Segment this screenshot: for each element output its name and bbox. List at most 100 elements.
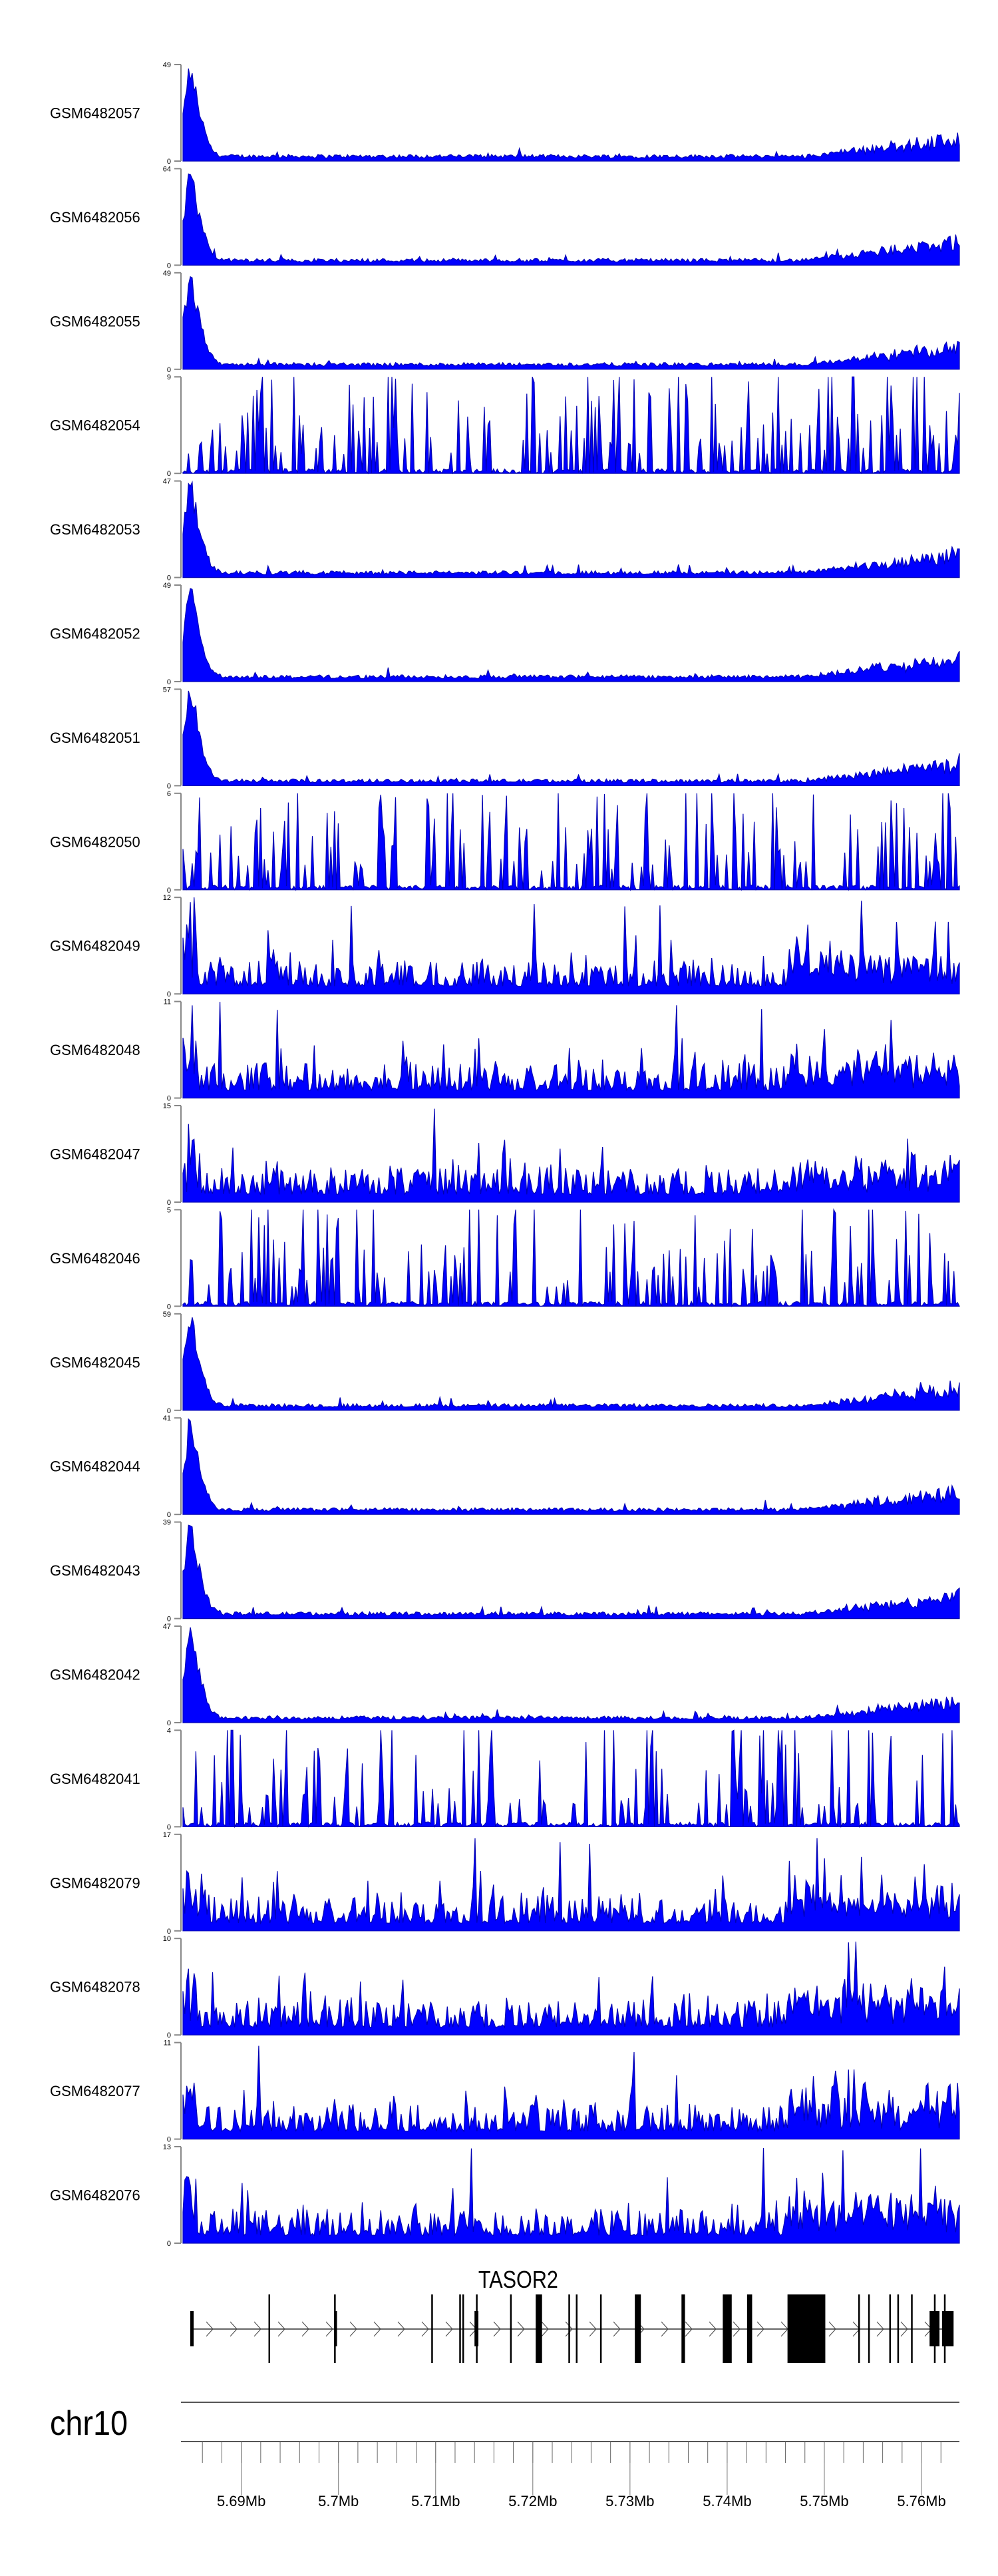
strand-arrow-icon (421, 2321, 429, 2337)
y-tick-label-max: 15 (163, 1102, 171, 1110)
exon (941, 2311, 954, 2346)
exon (462, 2294, 464, 2363)
y-tick-label-max: 49 (163, 270, 171, 278)
exon (268, 2294, 271, 2363)
strand-arrow-icon (661, 2321, 669, 2337)
track-label: GSM6482044 (50, 1458, 140, 1475)
y-tick-label-max: 6 (167, 790, 171, 798)
x-tick-label: 5.73Mb (605, 2493, 654, 2509)
strand-arrow-icon (756, 2321, 764, 2337)
track-label: GSM6482078 (50, 1979, 140, 1996)
coverage-area-GSM6482041 (182, 1729, 960, 1828)
y-tick-label-zero: 0 (167, 470, 171, 478)
exon (897, 2294, 900, 2363)
exon (431, 2294, 433, 2363)
y-tick-label-max: 47 (163, 478, 171, 486)
y-tick-label-max: 49 (163, 582, 171, 590)
x-tick-label: 5.71Mb (411, 2493, 460, 2509)
track-label: GSM6482056 (50, 209, 140, 226)
strand-arrow-icon (733, 2321, 741, 2337)
y-tick-label-max: 59 (163, 1311, 171, 1319)
exon (868, 2294, 870, 2363)
coverage-area-GSM6482053 (182, 481, 960, 578)
strand-arrow-icon (301, 2321, 309, 2337)
coverage-area-GSM6482051 (182, 690, 960, 786)
y-tick-label-max: 64 (163, 165, 171, 173)
track-label: GSM6482048 (50, 1042, 140, 1058)
gene-name-label: TASOR2 (478, 2267, 558, 2294)
coverage-area-GSM6482047 (182, 1108, 960, 1203)
coverage-area-GSM6482044 (182, 1418, 960, 1515)
exon (747, 2294, 752, 2363)
strand-arrow-icon (445, 2321, 453, 2337)
y-tick-label-max: 4 (167, 1727, 171, 1735)
track-label: GSM6482054 (50, 417, 140, 434)
strand-arrow-icon (876, 2321, 884, 2337)
strand-arrow-icon (709, 2321, 717, 2337)
y-tick-label-max: 9 (167, 373, 171, 381)
coverage-area-GSM6482077 (182, 2045, 960, 2140)
y-tick-label-max: 41 (163, 1414, 171, 1422)
y-tick-label-zero: 0 (167, 2240, 171, 2248)
coverage-area-GSM6482046 (182, 1208, 960, 1308)
y-tick-label-zero: 0 (167, 2136, 171, 2144)
y-tick-label-zero: 0 (167, 1615, 171, 1623)
exon (858, 2294, 860, 2363)
strand-arrow-icon (277, 2321, 285, 2337)
track-label: GSM6482042 (50, 1667, 140, 1683)
strand-arrow-icon (589, 2321, 597, 2337)
strand-arrow-icon (325, 2321, 333, 2337)
y-tick-label-max: 11 (164, 2039, 171, 2047)
y-tick-label-zero: 0 (167, 158, 171, 166)
x-tick-label: 5.7Mb (318, 2493, 359, 2509)
strand-arrow-icon (828, 2321, 836, 2337)
y-tick-label-zero: 0 (167, 990, 171, 998)
chromosome-label: chr10 (50, 2404, 128, 2443)
track-label: GSM6482077 (50, 2083, 140, 2099)
y-tick-label-zero: 0 (167, 1823, 171, 1831)
y-tick-label-max: 10 (163, 1935, 171, 1943)
y-tick-label-max: 47 (163, 1623, 171, 1631)
y-tick-label-zero: 0 (167, 1303, 171, 1311)
strand-arrow-icon (517, 2321, 525, 2337)
coverage-area-GSM6482049 (182, 897, 960, 994)
x-tick-label: 5.75Mb (800, 2493, 848, 2509)
coverage-area-GSM6482057 (182, 68, 960, 162)
exon (599, 2294, 602, 2363)
coverage-area-GSM6482076 (182, 2147, 960, 2244)
y-tick-label-zero: 0 (167, 678, 171, 686)
strand-arrow-icon (565, 2321, 573, 2337)
track-label: GSM6482053 (50, 521, 140, 538)
exon (476, 2294, 478, 2363)
strand-arrow-icon (613, 2321, 621, 2337)
coverage-area-GSM6482079 (182, 1838, 960, 1932)
strand-arrow-icon (373, 2321, 381, 2337)
y-tick-label-zero: 0 (167, 1407, 171, 1415)
strand-arrow-icon (493, 2321, 501, 2337)
exon (459, 2294, 461, 2363)
coverage-area-GSM6482050 (182, 793, 960, 891)
coverage-area-GSM6482054 (182, 376, 960, 475)
coverage-area-GSM6482048 (182, 1001, 960, 1099)
y-tick-label-max: 39 (163, 1519, 171, 1527)
exon (889, 2294, 892, 2363)
y-tick-label-zero: 0 (167, 1511, 171, 1519)
y-tick-label-max: 49 (163, 61, 171, 69)
coverage-area-GSM6482042 (182, 1627, 960, 1723)
track-label: GSM6482046 (50, 1250, 140, 1267)
track-label: GSM6482051 (50, 730, 140, 746)
y-tick-label-zero: 0 (167, 366, 171, 374)
track-label: GSM6482052 (50, 626, 140, 642)
y-tick-label-zero: 0 (167, 2032, 171, 2039)
exon (536, 2294, 542, 2363)
coverage-area-GSM6482045 (182, 1317, 960, 1411)
coverage-area-GSM6482052 (182, 588, 960, 682)
exon (568, 2294, 570, 2363)
y-tick-label-max: 57 (163, 686, 171, 694)
x-tick-label: 5.76Mb (897, 2493, 945, 2509)
y-tick-label-zero: 0 (167, 782, 171, 790)
track-label: GSM6482047 (50, 1146, 140, 1163)
strand-arrow-icon (230, 2321, 238, 2337)
exon (635, 2294, 641, 2363)
